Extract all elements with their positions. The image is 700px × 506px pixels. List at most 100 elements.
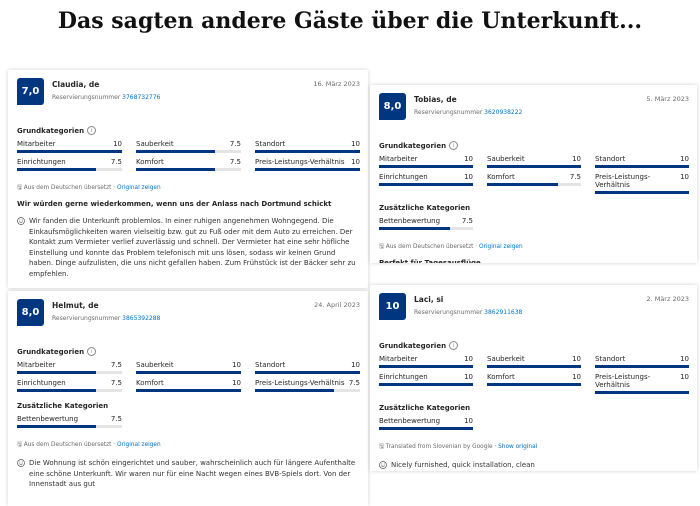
score-track [487,183,581,186]
show-original-link[interactable]: Original zeigen [117,185,161,191]
score-track [379,365,473,368]
score-track [136,150,241,153]
section-heading: Zusätzliche Kategorien [379,404,689,412]
category-score: 7.5 [110,158,122,166]
category-item: Mitarbeiter 10 [17,140,122,153]
category-item: Preis-Leistungs-Verhältnis 10 [595,373,689,394]
section-title: Grundkategorien [379,341,447,350]
score-track [136,168,241,171]
reservation-label: Reservierungsnummer [414,309,483,316]
reservation-number[interactable]: 3865392288 [122,315,161,322]
category-item: Komfort 7.5 [136,158,241,171]
translation-text: Aus dem Deutschen übersetzt [385,244,474,250]
category-score: 10 [232,379,241,387]
category-row: Komfort 10 [487,373,581,381]
score-bar [136,371,241,374]
category-grid: Mitarbeiter 10 Sauberkeit 7.5 Standort 10 Einr… [17,140,360,171]
category-item: Sauberkeit 10 [487,355,581,368]
reservation-number[interactable]: 3620938222 [484,109,523,116]
section-heading: Grundkategorien i [17,347,360,356]
section-heading: Grundkategorien i [379,141,689,150]
score-track [17,150,122,153]
score-bar [487,383,581,386]
category-score: 10 [680,373,689,381]
score-bar [17,150,122,153]
score-track [595,165,689,168]
category-label: Einrichtungen [379,173,428,181]
show-original-link[interactable]: Original zeigen [479,244,523,250]
score-bar [379,183,473,186]
reservation: Reservierungsnummer 3620938222 [414,109,522,116]
category-row: Preis-Leistungs-Verhältnis 10 [595,173,689,189]
score-bar [136,168,215,171]
score-track [379,383,473,386]
category-score: 10 [351,158,360,166]
category-score: 10 [572,155,581,163]
review-text: Die Wohnung ist schön eingerichtet und s… [17,458,360,490]
category-label: Preis-Leistungs-Verhältnis [595,373,651,389]
category-label: Einrichtungen [17,379,66,387]
category-item: Bettenbewertung 7.5 [17,415,122,428]
category-row: Mitarbeiter 7.5 [17,361,122,369]
section-title: Grundkategorien [17,126,85,135]
category-score: 10 [572,355,581,363]
category-label: Standort [595,355,626,363]
show-original-link[interactable]: Show original [498,444,538,450]
category-label: Sauberkeit [136,140,174,148]
category-item: Preis-Leistungs-Verhältnis 10 [595,173,689,194]
category-item: Sauberkeit 7.5 [136,140,241,153]
section-heading: Zusätzliche Kategorien [17,402,360,410]
category-label: Mitarbeiter [379,355,418,363]
score-badge: 8,0 [17,299,44,326]
category-row: Komfort 7.5 [136,158,241,166]
category-label: Sauberkeit [487,355,525,363]
category-item: Bettenbewertung 7.5 [379,217,473,230]
smile-icon [17,459,25,471]
category-label: Preis-Leistungs-Verhältnis [255,379,345,387]
category-score: 10 [232,361,241,369]
reviewer-name: Claudia, de [52,80,100,89]
score-bar [379,365,473,368]
category-row: Einrichtungen 10 [379,173,473,181]
category-row: Bettenbewertung 7.5 [17,415,122,423]
reservation: Reservierungsnummer 3862911638 [414,309,522,316]
category-score: 10 [351,140,360,148]
translation-text: Translated from Slovenian by Google [385,444,493,450]
score-track [17,389,122,392]
section-heading: Grundkategorien i [17,126,360,135]
score-track [136,371,241,374]
reservation: Reservierungsnummer 3865392288 [52,315,160,322]
reservation-number[interactable]: 3768732776 [122,94,161,101]
section-title: Zusätzliche Kategorien [379,404,471,412]
score-bar [17,168,96,171]
category-row: Preis-Leistungs-Verhältnis 10 [255,158,360,166]
score-bar [17,389,96,392]
section-title: Zusätzliche Kategorien [379,204,471,212]
score-track [17,168,122,171]
score-track [136,389,241,392]
smile-svg [17,217,25,225]
score-bar [379,383,473,386]
category-item: Mitarbeiter 10 [379,355,473,368]
category-label: Sauberkeit [487,155,525,163]
category-item: Preis-Leistungs-Verhältnis 10 [255,158,360,171]
category-score: 7.5 [110,379,122,387]
reservation-number[interactable]: 3862911638 [484,309,523,316]
category-item: Standort 10 [595,355,689,368]
reviewer-name: Tobias, de [414,95,457,104]
category-item: Bettenbewertung 10 [379,417,473,430]
category-row: Standort 10 [255,361,360,369]
info-icon: i [449,141,459,150]
category-label: Preis-Leistungs-Verhältnis [255,158,345,166]
score-track [255,150,360,153]
score-bar [255,168,360,171]
category-item: Komfort 10 [487,373,581,394]
reservation-label: Reservierungsnummer [52,94,121,101]
score-bar [379,227,450,230]
category-row: Komfort 7.5 [487,173,581,181]
score-bar [17,425,96,428]
score-track [255,389,360,392]
show-original-link[interactable]: Original zeigen [117,442,161,448]
score-bar [487,183,558,186]
review-header: 10 Laci, si 2. März 2023 Reservierungsnumme… [379,293,689,331]
